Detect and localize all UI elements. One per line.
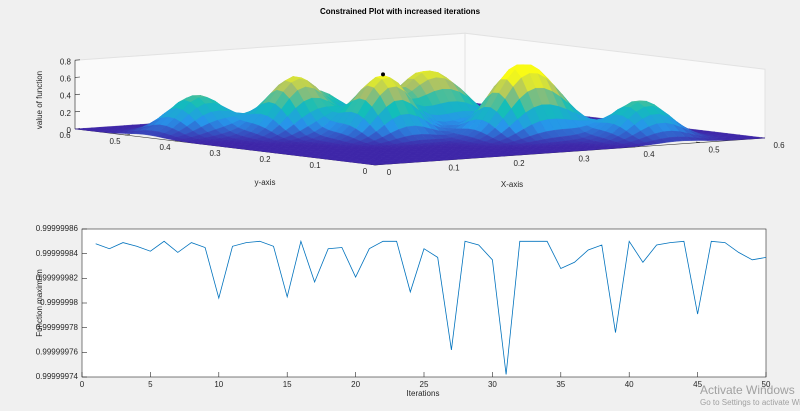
x-tick-label: 45 — [693, 380, 702, 389]
surface-cell — [368, 163, 384, 166]
y-tick-label: 0.9999998 — [40, 298, 78, 307]
plot-area — [81, 228, 767, 378]
x-tick-label: 0.4 — [643, 150, 655, 159]
y-tick-label: 0.99999978 — [36, 323, 79, 332]
data-line — [95, 239, 767, 375]
watermark: Go to Settings to activate Windows. — [700, 398, 800, 407]
x-tick-label: 20 — [351, 380, 360, 389]
y-axis-label: Function maximum — [35, 269, 44, 337]
y-tick-label: 0.99999974 — [36, 372, 79, 381]
x-axis-label: Iterations — [407, 389, 440, 398]
y-tick-label: 0.99999976 — [36, 347, 79, 356]
x-tick-label: 0.2 — [513, 159, 525, 168]
z-tick-label: 0.2 — [60, 109, 72, 118]
x-tick-label: 0.3 — [578, 155, 590, 164]
y-tick-label: 0.5 — [109, 137, 121, 146]
y-tick-label: 0.99999984 — [36, 249, 79, 258]
x-tick-label: 15 — [283, 380, 292, 389]
x-tick-label: 0.1 — [448, 164, 460, 173]
x-tick-label: 0 — [387, 168, 392, 177]
x-axis-label: X-axis — [501, 180, 523, 189]
z-tick-label: 0.4 — [60, 92, 72, 101]
max-marker — [381, 72, 385, 77]
y-tick-label: 0.99999982 — [36, 273, 79, 282]
z-axis-label: value of function — [35, 71, 44, 129]
z-tick-label: 0 — [67, 126, 72, 135]
y-tick-label: 0.4 — [159, 143, 171, 152]
x-tick-label: 30 — [488, 380, 497, 389]
x-tick — [695, 141, 701, 143]
y-tick-label: 0.99999986 — [36, 224, 79, 233]
watermark: Activate Windows — [700, 383, 795, 397]
x-tick-label: 5 — [148, 380, 153, 389]
x-tick-label: 40 — [625, 380, 634, 389]
y-tick-label: 0.6 — [59, 131, 71, 140]
z-tick-label: 0.8 — [60, 57, 72, 66]
y-tick-label: 0.2 — [259, 155, 271, 164]
x-tick-label: 25 — [420, 380, 429, 389]
z-tick-label: 0.6 — [60, 75, 72, 84]
x-tick-label: 10 — [214, 380, 223, 389]
y-tick-label: 0.3 — [209, 149, 221, 158]
y-axis-label: y-axis — [255, 178, 276, 187]
x-tick-label: 0.6 — [773, 141, 785, 150]
x-tick-label: 50 — [762, 380, 771, 389]
surface — [74, 64, 766, 166]
x-tick-label: 0 — [80, 380, 85, 389]
chart-title: Constrained Plot with increased iteratio… — [320, 7, 481, 16]
y-tick-label: 0.1 — [309, 161, 321, 170]
x-tick-label: 0.5 — [708, 146, 720, 155]
y-tick-label: 0 — [363, 167, 368, 176]
x-tick-label: 35 — [556, 380, 565, 389]
